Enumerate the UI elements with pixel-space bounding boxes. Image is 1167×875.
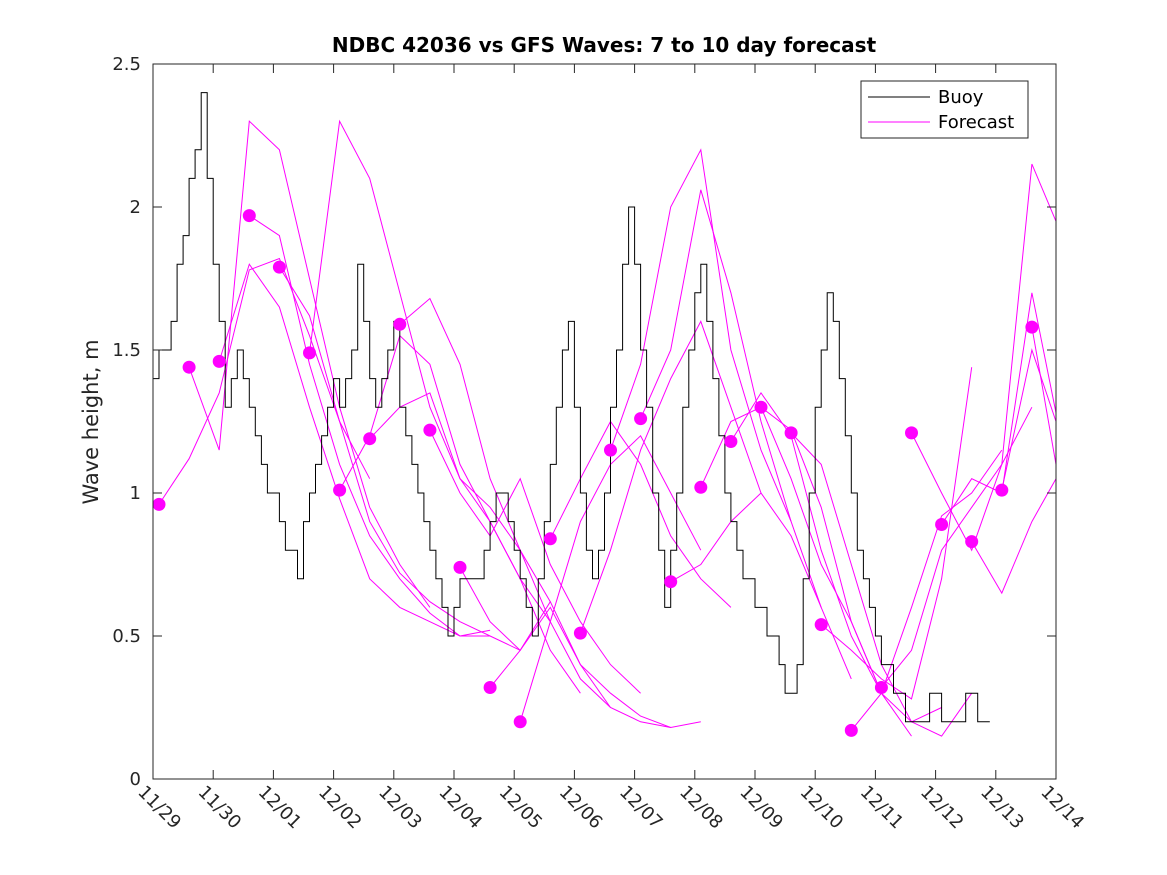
forecast-marker	[844, 723, 858, 737]
forecast-line	[971, 478, 1057, 595]
forecast-line	[670, 492, 852, 680]
forecast-marker	[182, 360, 196, 374]
plot-frame	[152, 63, 1057, 780]
forecast-marker	[905, 426, 918, 440]
forecast-marker	[303, 346, 316, 360]
forecast-marker	[423, 423, 437, 437]
forecast-line	[489, 606, 701, 729]
buoy-line	[153, 92, 990, 723]
forecast-marker	[212, 354, 226, 368]
forecast-line	[399, 297, 611, 708]
forecast-line	[850, 449, 1003, 731]
forecast-marker	[724, 435, 738, 448]
forecast-marker	[573, 626, 587, 640]
forecast-marker	[363, 432, 377, 446]
forecast-marker	[242, 209, 256, 223]
forecast-line	[278, 266, 521, 651]
forecast-marker	[453, 560, 467, 574]
y-axis: 0 0.5 1 1.5 2 2.5	[112, 54, 1056, 790]
forecast-line	[158, 257, 371, 505]
forecast-marker	[634, 412, 648, 426]
y-tick-label: 2	[130, 197, 141, 218]
forecast-line	[249, 215, 491, 637]
forecast-marker	[1025, 320, 1039, 334]
legend-label-forecast: Forecast	[938, 112, 1014, 133]
forecast-marker	[995, 483, 1009, 497]
y-tick-label: 2.5	[112, 54, 141, 75]
forecast-line	[579, 320, 762, 634]
forecast-marker	[604, 443, 617, 457]
forecast-marker	[874, 681, 888, 694]
forecast-marker	[694, 480, 708, 494]
forecast-marker	[513, 715, 527, 729]
forecast-marker	[543, 532, 557, 546]
forecast-line	[459, 567, 671, 728]
forecast-line	[911, 163, 1057, 552]
forecast-line	[309, 119, 551, 602]
forecast-marker	[333, 483, 347, 497]
y-axis-label: Wave height, m	[79, 339, 103, 504]
forecast-marker	[784, 426, 798, 440]
forecast-marker	[814, 618, 828, 632]
forecast-marker	[664, 575, 678, 589]
forecast-markers	[152, 209, 1039, 737]
forecast-marker	[393, 317, 407, 331]
forecast-line	[188, 120, 431, 608]
legend: Buoy Forecast	[860, 80, 1029, 139]
y-tick-label: 0	[130, 769, 141, 790]
forecast-line	[218, 263, 491, 637]
forecast-marker	[272, 260, 286, 274]
forecast-line	[1031, 327, 1057, 465]
forecast-line	[429, 429, 641, 694]
plot-background	[153, 64, 1056, 779]
forecast-marker	[935, 518, 949, 531]
forecast-marker	[152, 497, 166, 511]
buoy-series	[153, 92, 990, 723]
forecast-line	[881, 406, 1033, 688]
y-tick-label: 1	[130, 483, 141, 504]
legend-label-buoy: Buoy	[938, 87, 984, 108]
forecast-line	[1001, 348, 1057, 491]
y-tick-label: 1.5	[112, 340, 141, 361]
chart-title: NDBC 42036 vs GFS Waves: 7 to 10 day for…	[332, 33, 877, 57]
forecast-marker	[483, 681, 497, 694]
forecast-line	[610, 148, 792, 522]
forecast-marker	[754, 400, 768, 414]
forecast-line	[640, 189, 822, 608]
forecast-marker	[965, 535, 979, 549]
y-tick-label: 0.5	[112, 626, 141, 647]
plot-area	[152, 63, 1057, 780]
legend-box	[860, 80, 1029, 139]
